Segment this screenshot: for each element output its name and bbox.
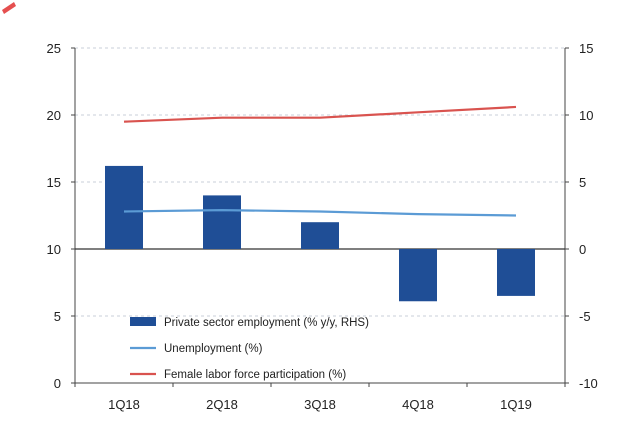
left-tick-label-5: 25 <box>47 41 61 56</box>
bar-1 <box>203 195 241 249</box>
right-tick-label-0: -10 <box>579 376 598 391</box>
category-labels: 1Q18 2Q18 3Q18 4Q18 1Q19 <box>74 383 566 412</box>
left-tick-label-1: 5 <box>54 309 61 324</box>
bar-series <box>105 165 535 302</box>
title-accent-mark <box>2 2 16 14</box>
right-tick-label-3: 5 <box>579 175 586 190</box>
line-series-0 <box>123 209 517 217</box>
x-tick-label-1: 2Q18 <box>206 397 238 412</box>
legend-label-0: Private sector employment (% y/y, RHS) <box>164 317 369 329</box>
gridlines <box>75 47 565 317</box>
x-tick-label-0: 1Q18 <box>108 397 140 412</box>
bar-4 <box>497 249 535 296</box>
line-series <box>123 105 517 217</box>
legend-label-2: Female labor force participation (%) <box>164 369 346 381</box>
right-axis-ticks: -10 -5 0 5 10 15 <box>565 41 598 391</box>
legend: Private sector employment (% y/y, RHS) Un… <box>130 317 369 381</box>
left-tick-label-3: 15 <box>47 175 61 190</box>
left-tick-label-0: 0 <box>54 376 61 391</box>
right-tick-label-4: 10 <box>579 108 593 123</box>
legend-swatch-0 <box>130 317 156 326</box>
right-tick-label-1: -5 <box>579 309 591 324</box>
x-tick-label-3: 4Q18 <box>402 397 434 412</box>
x-tick-label-2: 3Q18 <box>304 397 336 412</box>
x-tick-label-4: 1Q19 <box>500 397 532 412</box>
right-tick-label-2: 0 <box>579 242 586 257</box>
bar-0 <box>105 165 143 249</box>
line-series-1 <box>123 105 517 123</box>
bar-3 <box>399 249 437 302</box>
left-tick-label-2: 10 <box>47 242 61 257</box>
right-tick-label-5: 15 <box>579 41 593 56</box>
left-tick-label-4: 20 <box>47 108 61 123</box>
left-axis-ticks: 0 5 10 15 20 25 <box>47 41 75 391</box>
legend-label-1: Unemployment (%) <box>164 343 263 355</box>
bar-2 <box>301 222 339 249</box>
